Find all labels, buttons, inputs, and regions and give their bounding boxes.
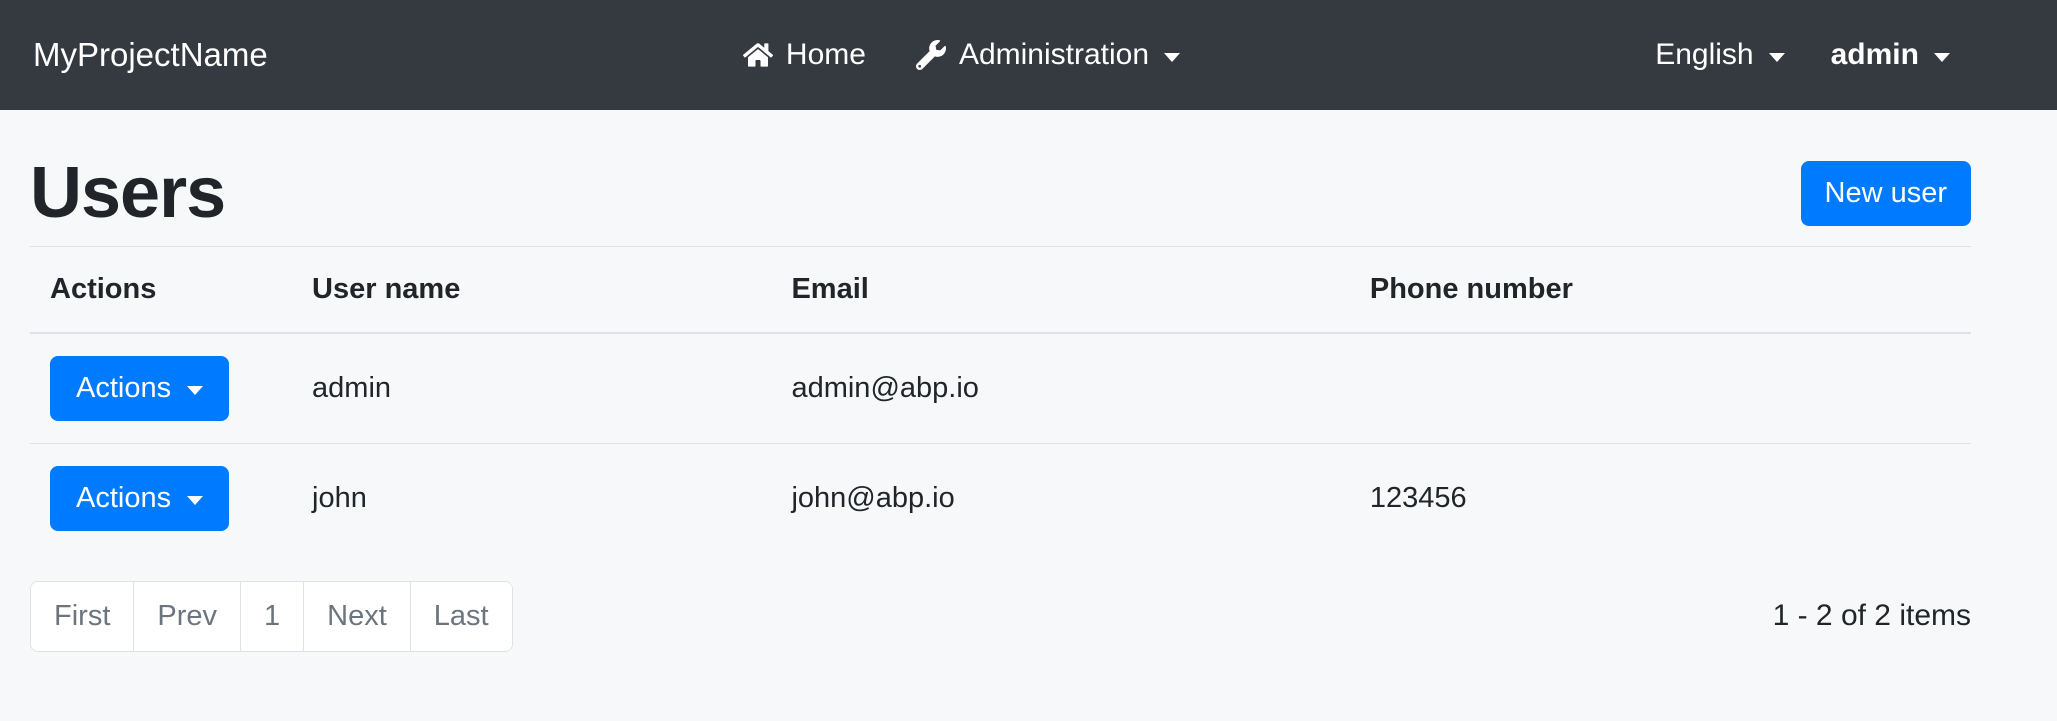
chevron-down-icon [187,495,204,505]
cell-phone: 123456 [1369,481,1467,514]
brand-logo[interactable]: MyProjectName [33,36,268,73]
language-dropdown-label: English [1655,38,1754,71]
top-navbar: MyProjectName Home Administration Englis… [0,0,2057,110]
cell-phone [1349,332,1971,444]
users-table-header: Actions User name Email Phone number [30,245,1971,334]
wrench-icon [915,40,946,70]
items-count-summary: 1 - 2 of 2 items [1772,599,1971,633]
row-actions-label: Actions [76,371,172,404]
user-dropdown[interactable]: admin [1831,38,1950,72]
chevron-down-icon [1933,52,1950,62]
pagination-page-1[interactable]: 1 [241,581,305,651]
row-actions-label: Actions [76,481,172,514]
users-table: Actions User name Email Phone number Act… [30,245,1971,553]
cell-username: admin [292,332,772,444]
chevron-down-icon [187,385,204,395]
page-header: Users New user [30,153,1971,233]
table-row: Actions john john@abp.io 123456 [30,443,1971,553]
chevron-down-icon [1164,52,1181,62]
home-icon [742,40,773,70]
content-area: Users New user Actions User name Email P… [30,153,1971,652]
cell-email: admin@abp.io [771,332,1350,444]
pagination-last[interactable]: Last [410,581,512,651]
language-dropdown[interactable]: English [1655,38,1785,72]
pagination: First Prev 1 Next Last [30,580,513,652]
column-header-username: User name [292,245,772,334]
table-row: Actions admin admin@abp.io [30,332,1971,444]
main-menu: Home Administration [742,38,1181,72]
pagination-prev[interactable]: Prev [134,581,242,651]
cell-username: john [312,481,367,514]
nav-item-home[interactable]: Home [742,38,866,72]
chevron-down-icon [1768,52,1785,62]
pagination-next[interactable]: Next [304,581,411,651]
column-header-email: Email [771,245,1350,334]
user-dropdown-label: admin [1830,38,1919,71]
nav-item-administration-label: Administration [958,38,1150,71]
nav-item-administration[interactable]: Administration [915,38,1181,72]
column-header-phone: Phone number [1349,245,1971,334]
pagination-first[interactable]: First [31,581,135,651]
row-actions-dropdown[interactable]: Actions [50,355,230,421]
page-title: Users [30,153,226,233]
row-actions-dropdown[interactable]: Actions [50,465,230,531]
table-footer: First Prev 1 Next Last 1 - 2 of 2 items [30,580,1971,652]
nav-item-home-label: Home [785,38,866,71]
cell-email: john@abp.io [791,481,955,514]
new-user-button[interactable]: New user [1800,161,1971,227]
column-header-actions: Actions [30,245,293,334]
navbar-right: English admin [1655,38,1950,72]
